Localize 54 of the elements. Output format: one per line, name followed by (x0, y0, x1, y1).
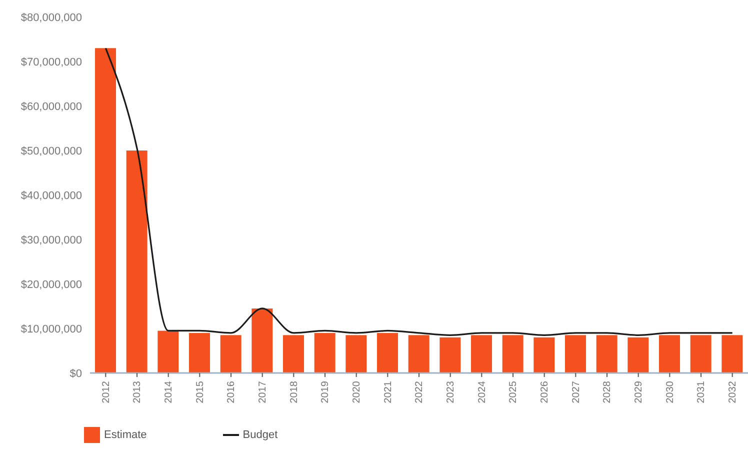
x-tick-label: 2024 (476, 380, 488, 404)
bar (95, 48, 116, 373)
bar (502, 335, 524, 373)
x-tick-label: 2026 (539, 380, 550, 404)
line-series (104, 47, 734, 336)
legend-label: Estimate (104, 428, 147, 441)
x-tick-label: 2015 (194, 380, 206, 404)
x-tick-label: 2017 (257, 380, 268, 404)
x-tick-label: 2020 (351, 380, 362, 404)
y-tick-label: $80,000,000 (20, 12, 82, 24)
y-tick-label: $0 (70, 368, 82, 380)
bar (283, 335, 304, 373)
y-tick-label: $40,000,000 (20, 190, 82, 202)
bar (628, 337, 649, 373)
y-tick-label: $30,000,000 (20, 234, 82, 246)
bar (252, 308, 273, 373)
bar (314, 332, 336, 373)
bar (690, 335, 712, 373)
x-tick-label: 2023 (445, 380, 456, 404)
y-tick-label: $70,000,000 (20, 56, 82, 68)
x-tick-label: 2025 (508, 380, 520, 404)
x-tick-label: 2029 (633, 380, 644, 404)
x-tick-label: 2018 (288, 380, 300, 404)
x-tick-label: 2032 (727, 380, 738, 404)
bar (471, 335, 492, 373)
bar (596, 335, 618, 373)
bar (189, 332, 210, 373)
bar (565, 335, 586, 373)
bar (408, 335, 430, 373)
x-tick-label: 2014 (163, 380, 174, 404)
x-tick-label: 2030 (664, 380, 676, 404)
x-tick-label: 2019 (320, 380, 332, 404)
bar (158, 330, 179, 373)
x-tick-label: 2021 (382, 380, 394, 404)
y-tick-label: $50,000,000 (20, 145, 82, 158)
y-tick-label: $20,000,000 (20, 278, 82, 291)
bar (440, 337, 461, 373)
y-tick-label: $60,000,000 (20, 100, 82, 113)
bar (534, 337, 555, 373)
x-tick-label: 2031 (696, 380, 708, 404)
bar (220, 335, 242, 373)
x-tick-label: 2028 (602, 380, 614, 404)
y-tick-label: $10,000,000 (20, 323, 82, 336)
x-tick-label: 2016 (226, 380, 238, 404)
x-tick-label: 2022 (414, 380, 426, 404)
x-tick-label: 2012 (100, 380, 112, 404)
bar (722, 335, 743, 373)
x-tick-label: 2013 (132, 380, 144, 404)
bar (377, 332, 398, 373)
bar (659, 335, 680, 373)
legend-label: Budget (242, 428, 278, 441)
x-tick-label: 2027 (570, 380, 582, 404)
bar (126, 150, 148, 373)
bar (346, 335, 367, 373)
